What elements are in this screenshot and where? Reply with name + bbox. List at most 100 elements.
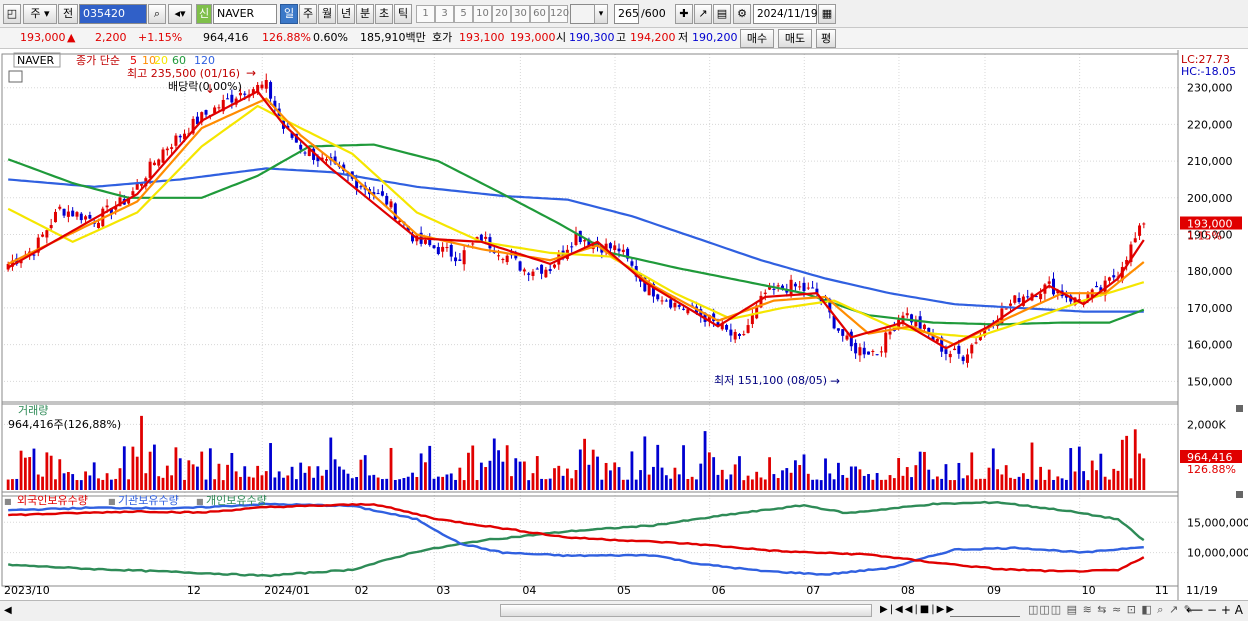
candle-body: [669, 299, 673, 308]
chart-type-icon[interactable]: ◰: [3, 4, 21, 24]
volume-bar: [867, 474, 870, 490]
volume-bar: [806, 473, 810, 490]
candle-body: [1000, 308, 1004, 324]
zoom-controls[interactable]: ⟵ − + A: [1186, 603, 1243, 617]
all-button[interactable]: 전: [58, 4, 78, 24]
candle-body: [221, 99, 225, 112]
volume-bar: [643, 436, 647, 490]
view-tool-icons[interactable]: ◫◫◫ ▤ ≋ ⇆ ≈ ⊡ ◧ ⌕ ↗ ✎: [1028, 603, 1194, 616]
scroll-thumb[interactable]: [500, 604, 872, 617]
holdings-legend-0: ■: [4, 497, 12, 506]
price-tick-label: 180,000: [1187, 265, 1233, 278]
open-price: 190,300: [569, 31, 615, 44]
search-icon[interactable]: ⌕: [148, 4, 166, 24]
volume-bar: [647, 474, 651, 490]
candle-body: [290, 132, 294, 138]
speaker-icon[interactable]: ◂▾: [168, 4, 192, 24]
volume-bar: [630, 451, 634, 490]
period-tab-4[interactable]: 분: [356, 4, 374, 24]
interval-button-30[interactable]: 30: [511, 5, 530, 23]
candle-body: [540, 264, 544, 274]
period-tab-1[interactable]: 주: [299, 4, 317, 24]
interval-button-1[interactable]: 1: [416, 5, 435, 23]
interval-button-10[interactable]: 10: [473, 5, 492, 23]
sell-button[interactable]: 매도: [778, 29, 812, 48]
volume-bar: [200, 451, 204, 490]
market-select[interactable]: 주 ▾: [23, 4, 57, 24]
scroll-left-icon[interactable]: ◀: [4, 605, 12, 616]
price-tick-label: 190,000: [1187, 229, 1233, 242]
buy-button[interactable]: 매수: [740, 29, 774, 48]
date-input[interactable]: 2024/11/19: [753, 4, 818, 24]
settings-icon[interactable]: ⚙: [733, 4, 751, 24]
volume-bar: [213, 479, 217, 490]
candle-body: [96, 222, 100, 228]
volume-bar: [522, 461, 526, 490]
volume-bar: [127, 479, 131, 490]
crosshair-icon[interactable]: ✚: [675, 4, 693, 24]
volume-bar: [673, 467, 677, 490]
candle-body: [811, 287, 815, 289]
volume-bar: [389, 447, 393, 490]
volume-bar: [114, 478, 118, 490]
stock-code-input[interactable]: 035420: [79, 4, 147, 24]
candle-body: [497, 255, 501, 257]
period-tab-0[interactable]: 일: [280, 4, 298, 24]
volume-bar: [303, 472, 307, 490]
volume-bar: [492, 438, 496, 490]
calendar-icon[interactable]: ▦: [818, 4, 836, 24]
candle-body: [871, 350, 875, 352]
candle-body: [858, 347, 862, 356]
period-tab-5[interactable]: 초: [375, 4, 393, 24]
candle-body: [673, 302, 677, 308]
candle-body: [1073, 297, 1077, 305]
draw-line-icon[interactable]: ↗: [694, 4, 712, 24]
volume-bar: [656, 444, 660, 490]
count-input[interactable]: 265: [614, 4, 639, 24]
interval-button-3[interactable]: 3: [435, 5, 454, 23]
volume-bar: [849, 466, 853, 490]
stock-chart[interactable]: 2023/10 12 2024/01 02 03 04 05 06 07 08 09 10 11 11/1…: [0, 50, 1248, 600]
volume-bar: [174, 447, 178, 490]
volume-bar: [940, 478, 944, 490]
candle-body: [238, 92, 242, 96]
eval-button[interactable]: 평: [816, 29, 836, 48]
period-tab-3[interactable]: 년: [337, 4, 355, 24]
interval-button-60[interactable]: 60: [530, 5, 549, 23]
candle-body: [935, 338, 939, 342]
volume-bar: [312, 477, 315, 490]
ma-legend-60: 60: [172, 54, 186, 67]
volume-bar: [381, 479, 384, 490]
candle-body: [931, 335, 935, 341]
volume-bar: [591, 449, 595, 490]
chart-scrollbar[interactable]: ◀ ▶|◀◀|■|▶▶ ◫◫◫ ▤ ≋ ⇆ ≈ ⊡ ◧ ⌕ ↗ ✎ ⟵ − + …: [0, 600, 1248, 621]
volume-bar: [875, 473, 879, 490]
volume-bar: [1052, 479, 1055, 490]
candle-body: [720, 323, 724, 330]
volume-bar: [144, 473, 148, 490]
price-tick-label: 160,000: [1187, 339, 1233, 352]
save-icon[interactable]: ▤: [713, 4, 731, 24]
volume-bar: [484, 467, 488, 490]
candle-body: [746, 325, 750, 333]
volume-bar: [617, 467, 621, 490]
candle-body: [436, 247, 440, 255]
volume-bar: [208, 448, 212, 490]
volume-bar: [419, 453, 423, 490]
period-tab-6[interactable]: 틱: [394, 4, 412, 24]
interval-button-120[interactable]: 120: [549, 5, 569, 23]
interval-dropdown-icon[interactable]: ▾: [594, 4, 608, 24]
holdings-tick-label: 10,000,000: [1187, 547, 1248, 560]
zoom-slider[interactable]: [950, 604, 1020, 617]
change-value: 2,200: [95, 31, 127, 44]
candle-body: [45, 230, 49, 238]
volume-bar: [1120, 439, 1124, 490]
playback-controls[interactable]: ▶|◀◀|■|▶▶: [880, 604, 957, 615]
period-tab-2[interactable]: 월: [318, 4, 336, 24]
interval-button-5[interactable]: 5: [454, 5, 473, 23]
candle-body: [385, 195, 389, 205]
interval-button-20[interactable]: 20: [492, 5, 511, 23]
volume-bar: [750, 479, 754, 490]
volume-bar: [785, 468, 789, 490]
stock-name-field[interactable]: NAVER: [213, 4, 277, 24]
